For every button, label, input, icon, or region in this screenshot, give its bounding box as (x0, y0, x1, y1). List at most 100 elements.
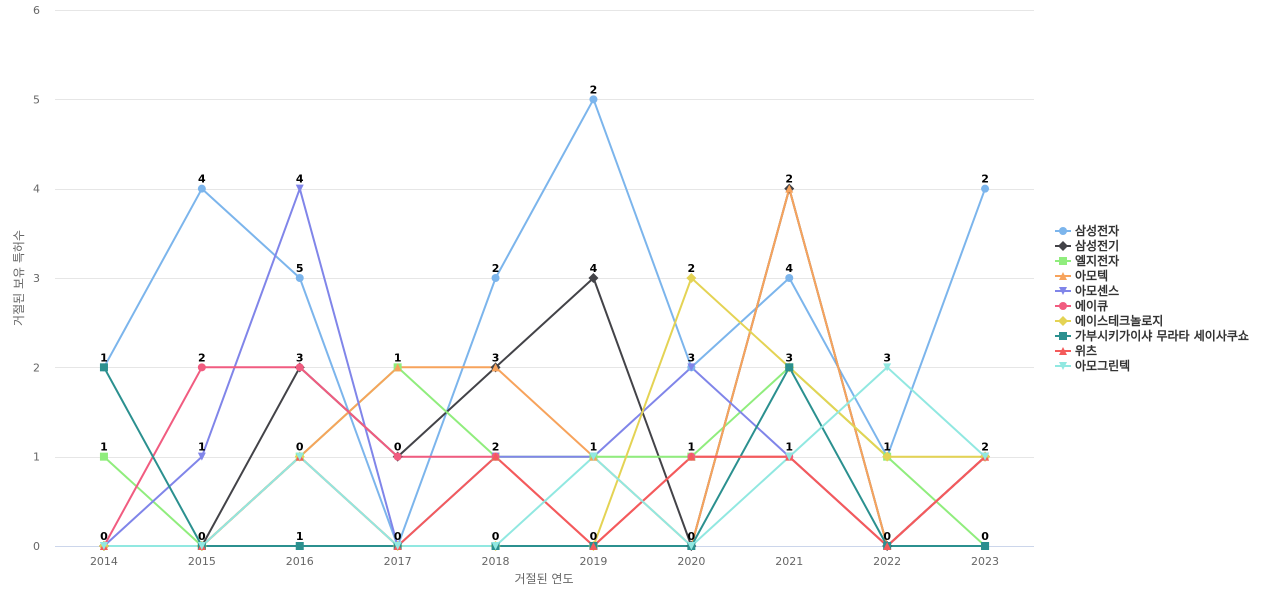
data-label: 2 (492, 441, 500, 454)
data-point (981, 452, 990, 461)
y-tick-label: 4 (33, 183, 40, 196)
data-label: 0 (394, 530, 402, 543)
legend-label: 아모텍 (1075, 268, 1108, 283)
y-axis-ticks: 0 1 2 3 4 5 6 (33, 4, 40, 553)
data-point (295, 363, 304, 372)
data-label: 3 (785, 351, 793, 364)
data-point (981, 184, 990, 193)
data-point (393, 452, 402, 461)
data-point (882, 451, 893, 462)
data-point (197, 363, 206, 372)
data-label: 1 (590, 441, 598, 454)
data-label: 1 (100, 351, 108, 364)
legend-item: 위츠 (1055, 344, 1097, 358)
legend-marker (1058, 241, 1068, 251)
legend-label: 아모센스 (1075, 283, 1119, 298)
legend-marker (1059, 362, 1067, 370)
legend-item: 가부시키가이샤 무라타 세이사쿠쇼 (1055, 328, 1249, 343)
data-point (491, 452, 500, 461)
data-point (686, 273, 697, 283)
legend-label: 가부시키가이샤 무라타 세이사쿠쇼 (1075, 328, 1249, 343)
data-point (491, 363, 500, 372)
series-line (103, 366, 986, 547)
data-label: 0 (883, 530, 891, 543)
data-label: 3 (883, 351, 891, 364)
x-tick-label: 2017 (384, 555, 412, 568)
legend-item: 아모텍 (1055, 268, 1108, 283)
x-axis-ticks: 2014 2015 2016 2017 2018 2019 2020 2021 2022 2023 (90, 555, 999, 568)
legend-marker (1059, 287, 1067, 295)
data-label: 2 (492, 262, 500, 275)
x-tick-label: 2016 (286, 555, 314, 568)
series-lines (103, 98, 987, 547)
legend-label: 아모그린텍 (1075, 358, 1130, 373)
data-label: 2 (688, 262, 696, 275)
data-label: 2 (785, 173, 793, 186)
data-point (295, 274, 304, 282)
legend-label: 위츠 (1075, 344, 1097, 358)
data-point (785, 274, 794, 282)
data-label: 1 (394, 351, 402, 364)
data-point (99, 363, 108, 372)
data-point (785, 363, 794, 372)
x-axis-title: 거절된 연도 (514, 572, 573, 586)
y-tick-label: 1 (33, 451, 40, 464)
data-label: 1 (296, 530, 304, 543)
data-label: 3 (492, 351, 500, 364)
data-point (491, 542, 500, 550)
data-point (785, 452, 794, 461)
data-point (589, 542, 598, 550)
data-point (99, 452, 108, 461)
data-label: 1 (100, 441, 108, 454)
x-tick-label: 2023 (971, 555, 999, 568)
data-label: 2 (590, 83, 598, 96)
legend-marker (1059, 347, 1067, 355)
data-point (883, 542, 892, 550)
data-label: 4 (590, 262, 598, 275)
grid-lines (55, 10, 1034, 458)
y-tick-label: 0 (33, 540, 40, 553)
data-label: 2 (198, 351, 206, 364)
data-label: 5 (296, 262, 304, 275)
data-label: 3 (296, 351, 304, 364)
x-tick-label: 2019 (579, 555, 607, 568)
data-point (785, 184, 794, 193)
data-point (687, 452, 696, 461)
legend-item: 삼성전자 (1055, 223, 1119, 238)
legend-label: 삼성전기 (1075, 238, 1119, 253)
data-label: 1 (198, 441, 206, 454)
legend-label: 에이스테크놀로지 (1075, 313, 1163, 328)
data-label: 2 (981, 173, 989, 186)
legend-marker (1059, 332, 1067, 340)
data-label: 1 (883, 441, 891, 454)
data-label: 0 (492, 530, 500, 543)
data-label: 0 (981, 530, 989, 543)
legend-item: 삼성전기 (1055, 238, 1119, 253)
series-markers (98, 95, 991, 551)
data-point (981, 542, 990, 550)
data-point (393, 363, 402, 372)
data-point (295, 184, 304, 193)
y-tick-label: 3 (33, 272, 40, 285)
y-tick-label: 6 (33, 4, 40, 17)
data-label: 4 (198, 173, 206, 186)
x-tick-label: 2021 (775, 555, 803, 568)
data-point (589, 95, 598, 104)
legend-marker (1059, 227, 1067, 235)
data-label: 4 (785, 262, 793, 275)
data-point (295, 452, 304, 461)
data-label: 0 (688, 530, 696, 543)
data-label: 0 (100, 530, 108, 543)
legend-item: 엘지전자 (1055, 253, 1119, 268)
data-labels: 2 4 4 2 2 5 2 4 2 4 1 2 3 1 3 3 3 3 1 1 0 0 2 1 1 1 1 2 0 0 1 0 0 0 0 0 0 (100, 83, 989, 543)
data-point (197, 184, 206, 193)
x-tick-label: 2018 (482, 555, 510, 568)
data-point (197, 542, 206, 550)
data-point (687, 363, 696, 372)
data-label: 2 (981, 441, 989, 454)
x-tick-label: 2020 (677, 555, 705, 568)
data-label: 1 (688, 441, 696, 454)
legend-item: 아모그린텍 (1055, 358, 1130, 373)
